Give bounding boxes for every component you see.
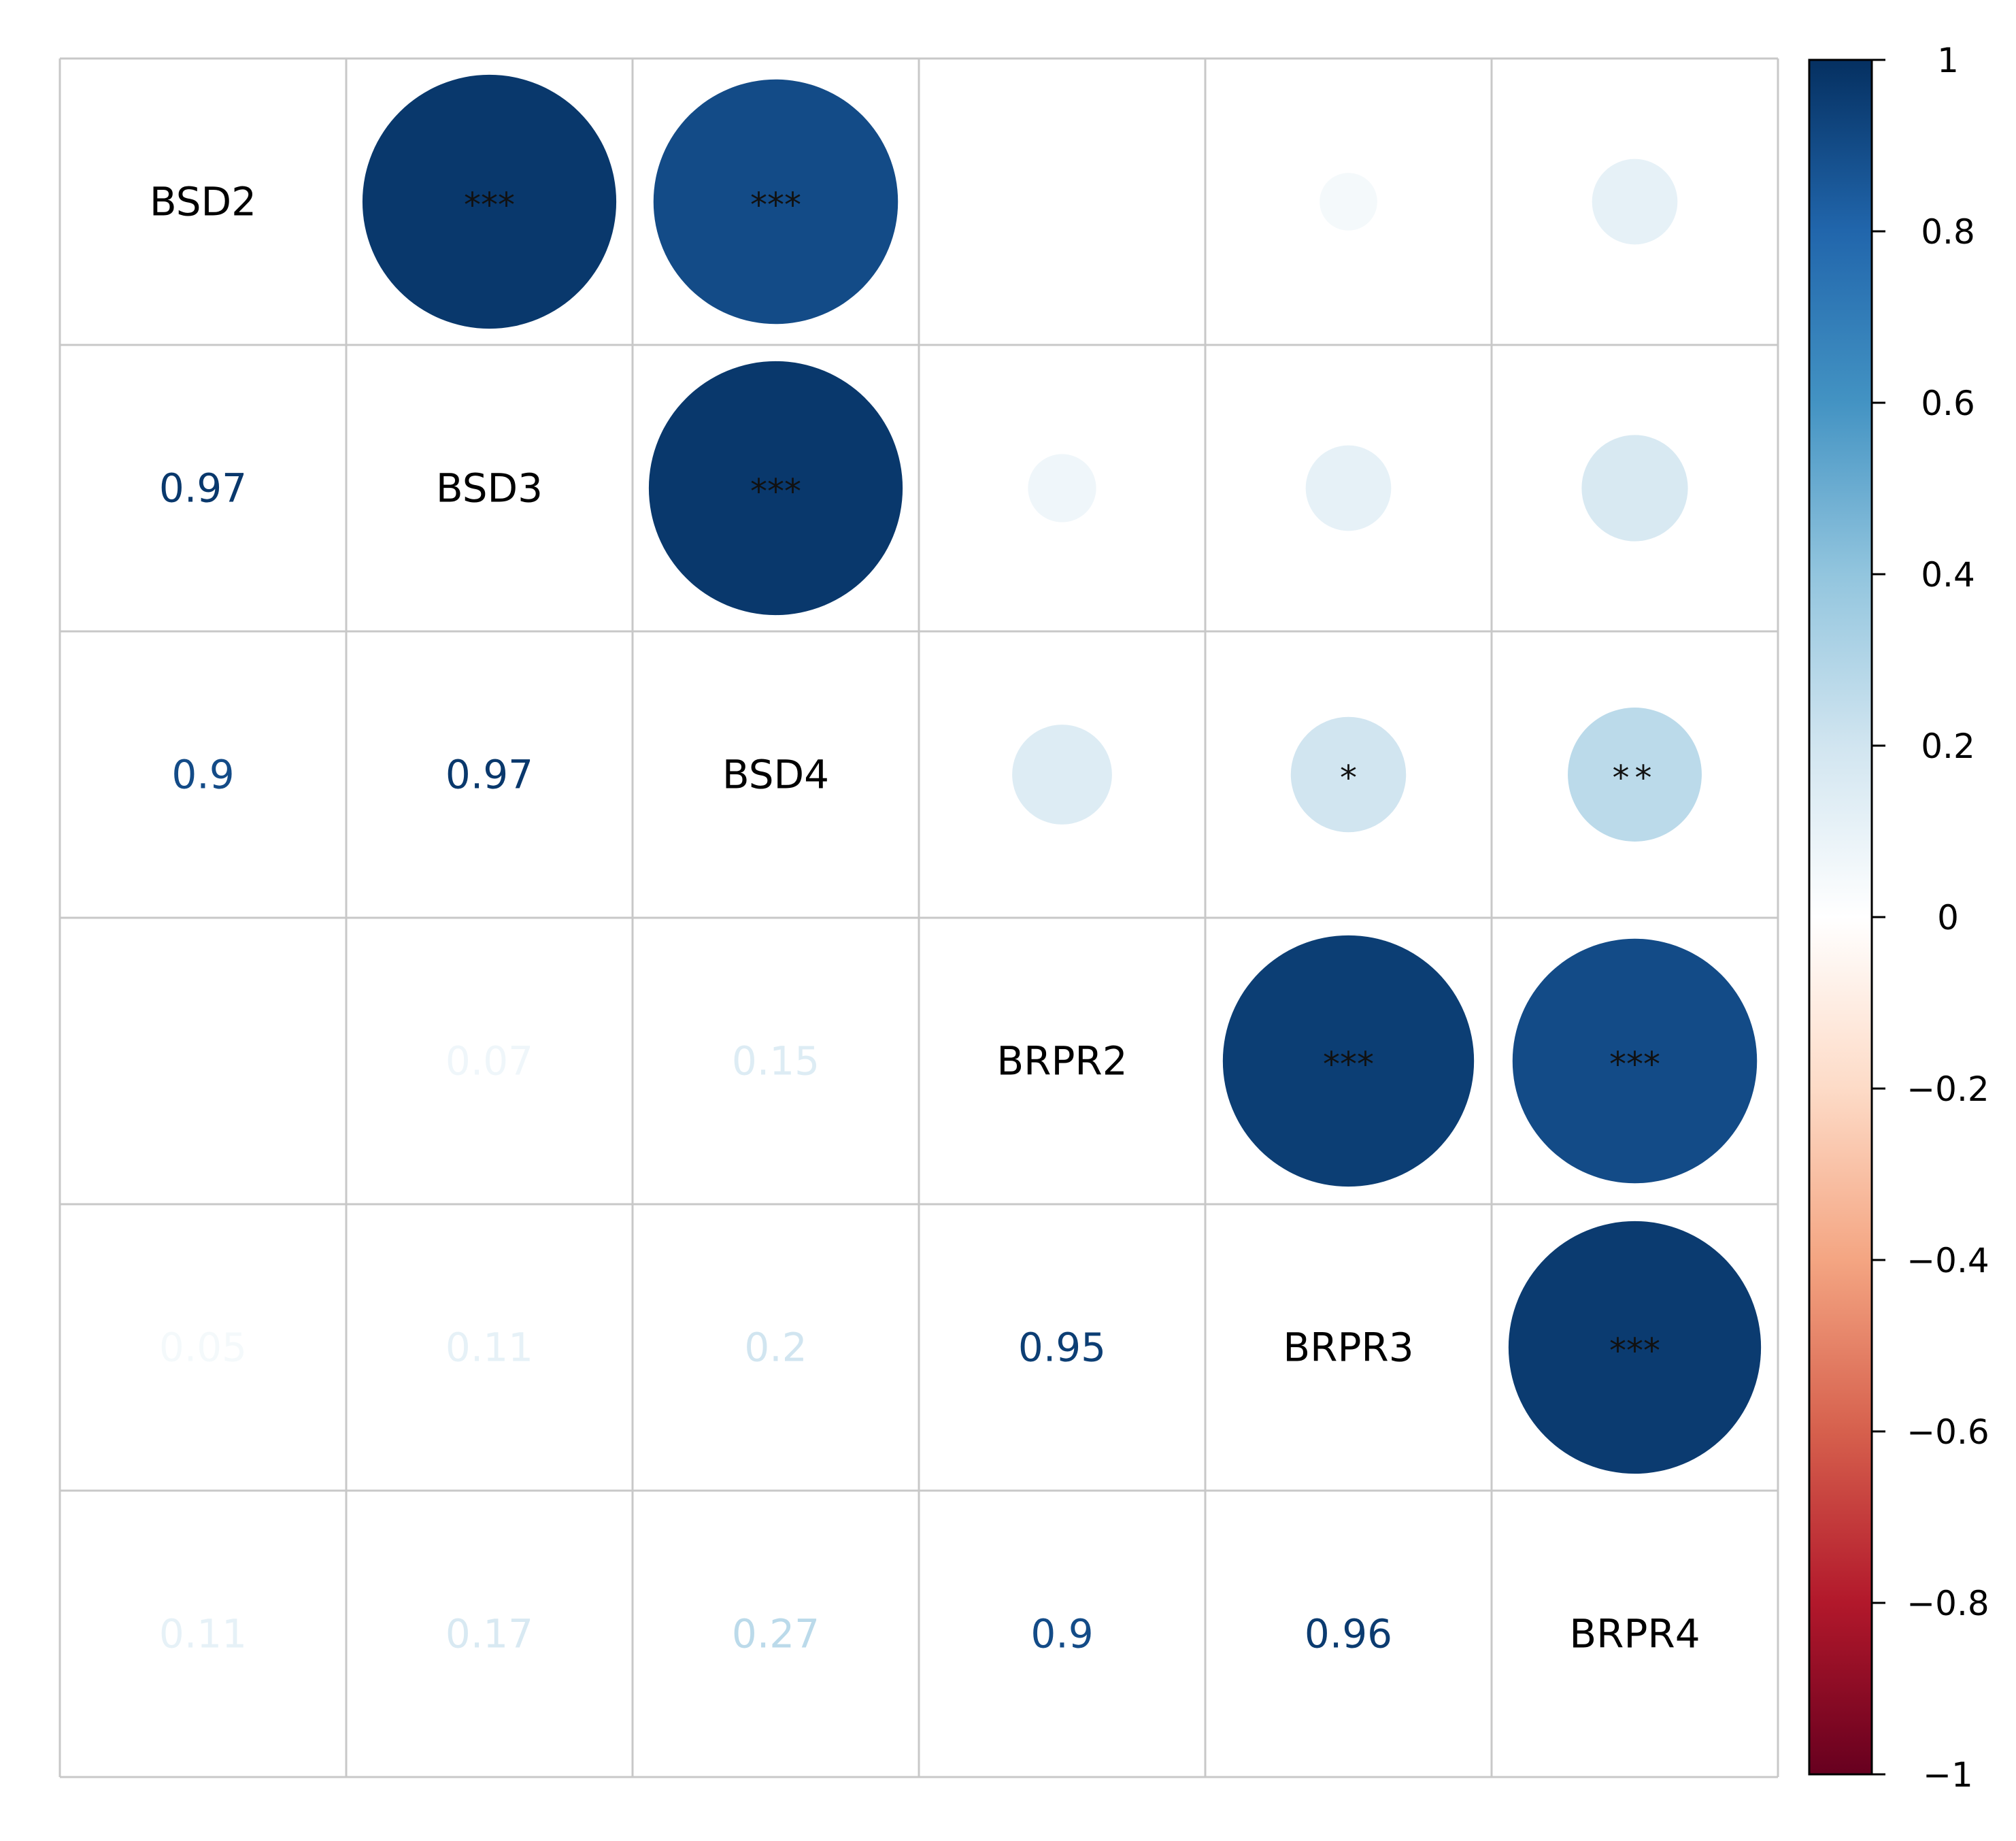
matrix-cell bbox=[60, 345, 346, 631]
matrix-cell bbox=[60, 59, 346, 345]
correlation-value: 0.17 bbox=[446, 1611, 533, 1657]
matrix-cell bbox=[1492, 1491, 1778, 1777]
correlation-circle bbox=[1028, 454, 1096, 523]
colorbar-tick-label: −0.4 bbox=[1906, 1241, 1989, 1280]
variable-label: BSD4 bbox=[722, 752, 829, 798]
matrix-cell bbox=[919, 1204, 1205, 1491]
significance-marker: ** bbox=[1613, 759, 1658, 798]
significance-marker: *** bbox=[1323, 1045, 1374, 1084]
matrix-cell bbox=[60, 1204, 346, 1491]
matrix-cell bbox=[60, 631, 346, 918]
correlation-value: 0.05 bbox=[159, 1325, 247, 1371]
matrix-cell bbox=[633, 1204, 919, 1491]
colorbar-tick-label: −1 bbox=[1923, 1755, 1973, 1795]
correlation-value: 0.07 bbox=[446, 1038, 533, 1084]
matrix-cell bbox=[633, 631, 919, 918]
correlation-value: 0.97 bbox=[159, 465, 247, 512]
variable-label: BSD2 bbox=[150, 179, 256, 225]
colorbar-tick-label: −0.6 bbox=[1906, 1412, 1989, 1452]
matrix-cell bbox=[633, 1491, 919, 1777]
correlation-value: 0.2 bbox=[744, 1325, 807, 1371]
correlation-circle bbox=[1568, 708, 1702, 842]
colorbar-tick-label: 0 bbox=[1937, 898, 1959, 938]
matrix-marks: BSD2 *** ***0.97 BSD3 ***0.9 0.97 BSD4 * **0 0.07… bbox=[150, 74, 1762, 1657]
matrix-cell bbox=[346, 345, 633, 631]
significance-marker: * bbox=[1340, 759, 1357, 798]
matrix-cell bbox=[346, 1204, 633, 1491]
matrix-cell bbox=[919, 918, 1205, 1204]
matrix-cell bbox=[346, 631, 633, 918]
correlation-circle bbox=[1512, 938, 1758, 1184]
correlation-circle bbox=[1290, 716, 1407, 833]
matrix-grid bbox=[58, 57, 1779, 1778]
significance-marker: *** bbox=[750, 472, 801, 512]
colorbar-gradient bbox=[1808, 59, 1873, 1776]
matrix-cell bbox=[60, 918, 346, 1204]
matrix-cell bbox=[346, 1491, 633, 1777]
correlation-circle bbox=[1320, 173, 1377, 231]
matrix-cell bbox=[919, 1491, 1205, 1777]
correlation-value: 0 bbox=[190, 1038, 216, 1084]
correlation-value: 0.15 bbox=[732, 1038, 820, 1084]
significance-marker: *** bbox=[464, 186, 515, 225]
matrix-cells bbox=[60, 59, 1778, 1777]
correlation-circle bbox=[653, 79, 898, 325]
variable-label: BSD3 bbox=[436, 465, 543, 512]
correlation-value: 0.27 bbox=[732, 1611, 820, 1657]
correlation-circle bbox=[1592, 159, 1678, 245]
significance-marker: *** bbox=[1609, 1045, 1660, 1084]
colorbar-tick-label: 0.2 bbox=[1921, 727, 1975, 766]
correlation-circle bbox=[648, 361, 903, 616]
correlation-circle bbox=[1222, 935, 1475, 1187]
correlation-circle bbox=[1305, 445, 1392, 531]
correlation-value: 0.11 bbox=[159, 1611, 247, 1657]
matrix-cell bbox=[919, 59, 1205, 345]
matrix-cell bbox=[1205, 1204, 1492, 1491]
matrix-cell bbox=[346, 918, 633, 1204]
correlation-value: 0.95 bbox=[1018, 1325, 1106, 1371]
correlation-circle bbox=[1508, 1221, 1762, 1474]
colorbar-tick-label: 0.8 bbox=[1921, 212, 1975, 252]
colorbar-tick-label: 1 bbox=[1937, 41, 1959, 80]
correlation-value: 0.11 bbox=[446, 1325, 533, 1371]
variable-label: BRPR4 bbox=[1569, 1611, 1700, 1657]
matrix-cell bbox=[60, 1491, 346, 1777]
variable-label: BRPR2 bbox=[996, 1038, 1127, 1084]
colorbar-tick-label: 0.6 bbox=[1921, 384, 1975, 423]
correlation-circle bbox=[1012, 725, 1112, 825]
colorbar-tick-label: 0.4 bbox=[1921, 555, 1975, 595]
correlation-circle bbox=[1581, 435, 1688, 542]
correlation-value: 0.97 bbox=[446, 752, 533, 798]
correlation-value: 0.9 bbox=[1030, 1611, 1093, 1657]
matrix-cell bbox=[1205, 1491, 1492, 1777]
correlation-value: 0.96 bbox=[1305, 1611, 1392, 1657]
colorbar: 1 0.8 0.6 0.4 0.2 0 −0.2 −0.4 −0.6 −0.8 −1 bbox=[1808, 41, 1989, 1795]
correlation-circle bbox=[362, 74, 617, 329]
correlation-value: 0.9 bbox=[171, 752, 234, 798]
colorbar-tick-label: −0.2 bbox=[1906, 1069, 1989, 1109]
variable-label: BRPR3 bbox=[1283, 1325, 1413, 1371]
significance-marker: *** bbox=[750, 186, 801, 225]
matrix-cell bbox=[633, 918, 919, 1204]
colorbar-tick-label: −0.8 bbox=[1906, 1584, 1989, 1623]
significance-marker: *** bbox=[1609, 1331, 1660, 1371]
